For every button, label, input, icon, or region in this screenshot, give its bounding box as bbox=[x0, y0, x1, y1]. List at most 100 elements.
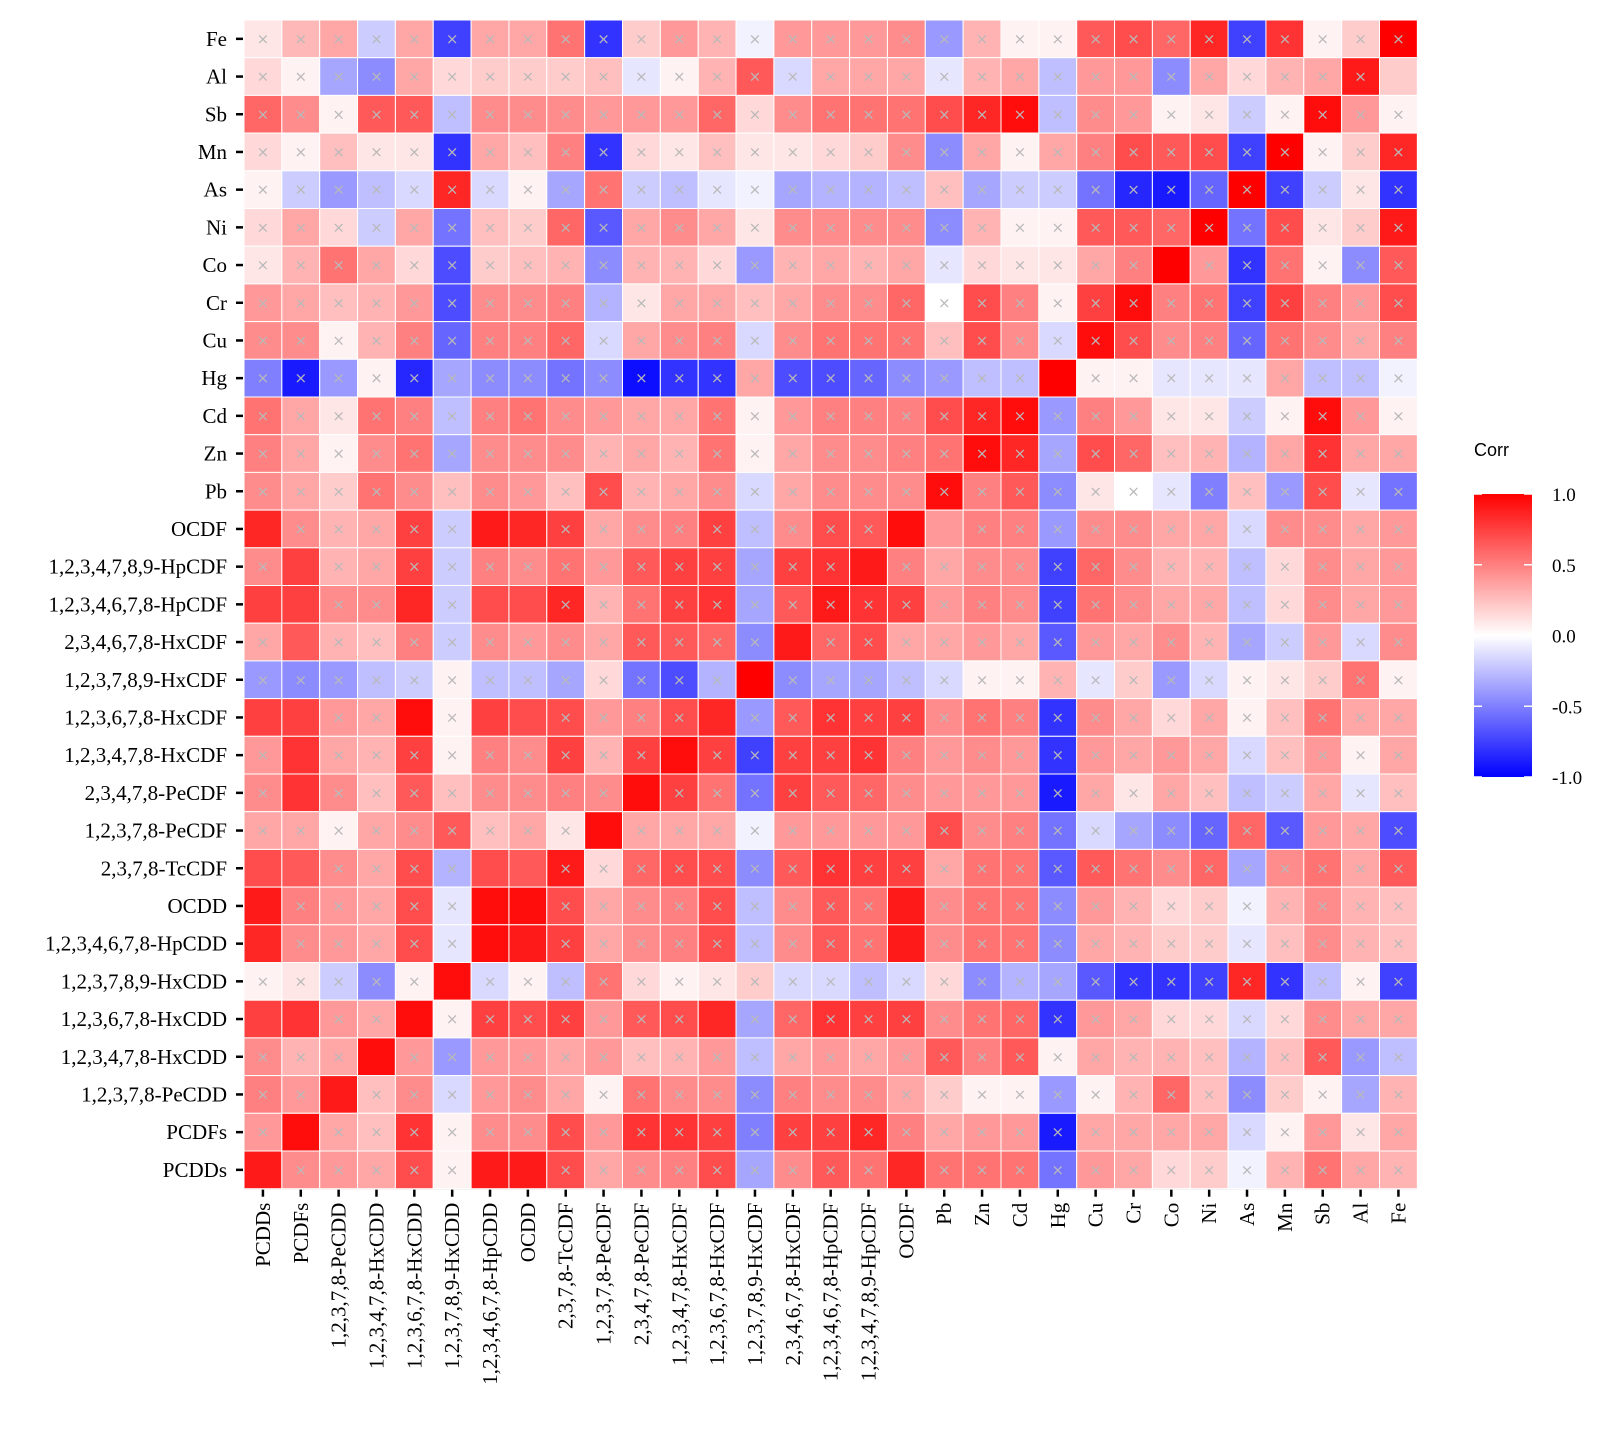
insignificant-marker: × bbox=[673, 558, 686, 576]
insignificant-marker: × bbox=[1354, 558, 1367, 576]
heatmap-cell bbox=[1151, 585, 1191, 624]
heatmap-cell bbox=[697, 735, 737, 775]
insignificant-marker: × bbox=[1279, 1048, 1292, 1066]
insignificant-marker: × bbox=[787, 482, 800, 500]
legend-tick-label: 1.0 bbox=[1552, 485, 1576, 506]
insignificant-marker: × bbox=[446, 30, 459, 48]
heatmap-cell bbox=[432, 358, 472, 398]
heatmap-cell bbox=[281, 886, 321, 926]
heatmap-cell bbox=[243, 924, 283, 963]
heatmap-cell bbox=[697, 585, 737, 624]
heatmap-cell bbox=[243, 208, 283, 247]
insignificant-marker: × bbox=[559, 445, 572, 463]
heatmap-cell bbox=[1000, 773, 1040, 813]
insignificant-marker: × bbox=[1014, 595, 1027, 613]
insignificant-marker: × bbox=[1392, 708, 1405, 726]
heatmap-cell bbox=[1038, 660, 1078, 700]
insignificant-marker: × bbox=[711, 143, 724, 161]
insignificant-marker: × bbox=[938, 256, 951, 274]
x-tick-label: Mn bbox=[1273, 1202, 1297, 1232]
heatmap-cell bbox=[773, 321, 813, 360]
heatmap-cell bbox=[1341, 1037, 1381, 1077]
heatmap-cell bbox=[584, 57, 624, 96]
insignificant-marker: × bbox=[1127, 143, 1140, 161]
insignificant-marker: × bbox=[1279, 671, 1292, 689]
heatmap-cell bbox=[1341, 19, 1381, 59]
y-tick-label: Pb bbox=[205, 479, 227, 503]
insignificant-marker: × bbox=[1089, 218, 1102, 236]
heatmap-cell bbox=[584, 509, 624, 549]
heatmap-cell bbox=[849, 1037, 888, 1077]
heatmap-cell bbox=[243, 735, 283, 775]
insignificant-marker: × bbox=[976, 482, 989, 500]
insignificant-marker: × bbox=[976, 746, 989, 764]
heatmap-cell bbox=[773, 585, 813, 624]
heatmap-cell bbox=[1265, 434, 1305, 473]
insignificant-marker: × bbox=[787, 1123, 800, 1141]
x-tick-label: 1,2,3,7,8,9-HxCDD bbox=[440, 1203, 464, 1369]
insignificant-marker: × bbox=[597, 1161, 610, 1179]
heatmap-cell bbox=[962, 1075, 1002, 1114]
insignificant-marker: × bbox=[976, 105, 989, 123]
insignificant-marker: × bbox=[824, 407, 837, 425]
heatmap-cell bbox=[886, 1037, 926, 1077]
insignificant-marker: × bbox=[900, 331, 913, 349]
heatmap-cell bbox=[357, 471, 396, 511]
heatmap-cell bbox=[243, 283, 283, 323]
insignificant-marker: × bbox=[1203, 746, 1216, 764]
insignificant-marker: × bbox=[446, 1085, 459, 1103]
insignificant-marker: × bbox=[1014, 859, 1027, 877]
heatmap-cell bbox=[508, 1075, 548, 1114]
insignificant-marker: × bbox=[1241, 482, 1254, 500]
heatmap-cell bbox=[281, 848, 321, 888]
insignificant-marker: × bbox=[294, 1161, 307, 1179]
heatmap-cell bbox=[1000, 358, 1040, 398]
insignificant-marker: × bbox=[711, 407, 724, 425]
heatmap-cell bbox=[1189, 1075, 1229, 1114]
insignificant-marker: × bbox=[749, 595, 762, 613]
insignificant-marker: × bbox=[900, 822, 913, 840]
insignificant-marker: × bbox=[635, 822, 648, 840]
heatmap-cell bbox=[319, 811, 359, 850]
heatmap-cell bbox=[659, 321, 699, 360]
insignificant-marker: × bbox=[332, 1123, 345, 1141]
heatmap-cell bbox=[1000, 321, 1040, 360]
insignificant-marker: × bbox=[332, 68, 345, 86]
insignificant-marker: × bbox=[332, 520, 345, 538]
insignificant-marker: × bbox=[976, 1048, 989, 1066]
x-tick-label: 2,3,4,6,7,8-HxCDF bbox=[781, 1203, 805, 1366]
heatmap-cell bbox=[697, 1112, 737, 1152]
insignificant-marker: × bbox=[257, 671, 270, 689]
heatmap-cell bbox=[1379, 622, 1418, 662]
insignificant-marker: × bbox=[824, 331, 837, 349]
heatmap-cell bbox=[432, 321, 472, 360]
heatmap-cell bbox=[432, 1037, 472, 1077]
heatmap-cell bbox=[1076, 924, 1116, 963]
insignificant-marker: × bbox=[673, 1010, 686, 1028]
heatmap-cell bbox=[1151, 245, 1191, 285]
heatmap-cell bbox=[886, 585, 926, 624]
insignificant-marker: × bbox=[787, 143, 800, 161]
insignificant-marker: × bbox=[787, 784, 800, 802]
insignificant-marker: × bbox=[787, 746, 800, 764]
insignificant-marker: × bbox=[1279, 143, 1292, 161]
heatmap-cell bbox=[1189, 848, 1229, 888]
heatmap-cell bbox=[811, 962, 851, 1001]
heatmap-cell bbox=[394, 94, 434, 134]
heatmap-cell bbox=[508, 773, 548, 813]
heatmap-cell bbox=[962, 622, 1002, 662]
insignificant-marker: × bbox=[370, 935, 383, 953]
heatmap-cell bbox=[357, 999, 396, 1039]
insignificant-marker: × bbox=[332, 181, 345, 199]
heatmap-cell bbox=[1227, 57, 1267, 96]
insignificant-marker: × bbox=[976, 708, 989, 726]
heatmap-cell bbox=[1151, 57, 1191, 96]
insignificant-marker: × bbox=[597, 1123, 610, 1141]
heatmap-cell bbox=[357, 773, 396, 813]
insignificant-marker: × bbox=[1127, 822, 1140, 840]
insignificant-marker: × bbox=[749, 935, 762, 953]
insignificant-marker: × bbox=[408, 746, 421, 764]
y-tick-label: 1,2,3,6,7,8-HxCDD bbox=[61, 1007, 227, 1031]
heatmap-cell bbox=[924, 924, 964, 963]
insignificant-marker: × bbox=[673, 1123, 686, 1141]
